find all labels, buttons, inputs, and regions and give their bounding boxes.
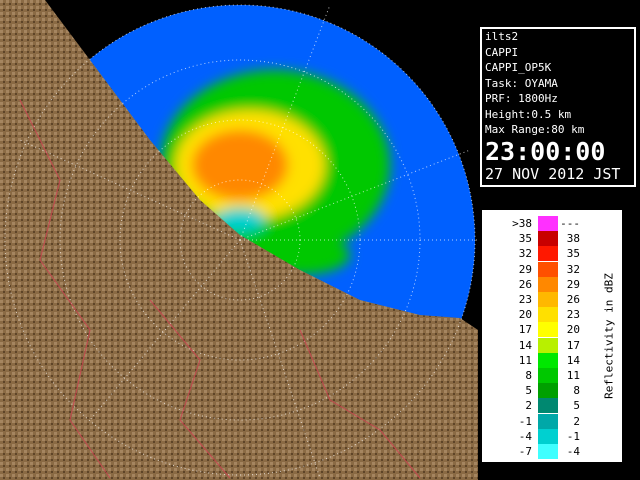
legend-row: 32 35 [482,246,582,262]
legend-row: 11 14 [482,352,582,368]
legend-high: 23 [566,308,580,322]
time: 23:00:00 [485,136,606,166]
legend-row: -1 2 [482,413,582,429]
legend-low: 20 [518,308,532,322]
legend-swatch [538,292,558,307]
boundaries [19,99,421,479]
legend-row: -4 -1 [482,428,582,444]
info-line: Height:0.5 km [485,107,572,121]
info-line: CAPPI_OP5K [485,61,552,74]
legend-low: >38 [512,217,532,230]
info-panel: ilts2 CAPPI CAPPI_OP5K Task: OYAMA PRF: 1800… [480,27,636,187]
legend-row: -7 -4 [482,444,582,459]
info-line: Max Range:80 km [485,123,585,136]
legend-high: 17 [566,338,580,352]
legend-high: 8 [573,384,580,398]
legend-low: 11 [518,353,532,367]
legend-swatch [538,216,558,231]
legend-high: 32 [566,262,580,276]
legend-swatch [538,352,558,368]
legend-low: 23 [518,293,532,306]
legend-swatch [538,322,558,338]
legend-low: 26 [518,277,532,291]
info-line: Task: OYAMA [485,76,558,90]
legend-swatch [538,368,558,383]
legend-swatch [538,246,558,262]
legend-swatch [538,413,558,429]
legend-row: 14 17 [482,337,582,353]
legend-swatch [538,428,558,444]
info-line: ilts2 [485,30,519,43]
legend-swatch [538,307,558,323]
legend-low: 17 [518,323,532,337]
date: 27 NOV 2012 JST [485,164,621,183]
legend-high: 11 [566,369,580,382]
legend-row: 8 11 [482,368,582,383]
legend-row: 35 38 [482,231,582,247]
legend-swatch [538,337,558,353]
legend-low: 35 [518,232,532,246]
legend-high: 20 [566,323,580,337]
legend-low: -7 [518,445,532,458]
legend-title: Reflectivity in dBZ [602,273,616,399]
legend-high: 2 [573,414,580,428]
legend-low: 14 [518,338,532,352]
legend-swatch [538,383,558,399]
legend-low: -4 [518,429,532,443]
legend-high: --- [560,217,580,230]
legend: Reflectivity in dBZ >38 --- 35 38 32 35 29 32 26 2… [482,210,622,462]
range-rings [4,4,478,479]
legend-swatch [538,231,558,247]
legend-low: 2 [525,399,532,413]
legend-row: 29 32 [482,261,582,277]
legend-low: -1 [518,414,532,428]
legend-low: 5 [525,384,532,398]
legend-high: 14 [566,353,580,367]
legend-low: 8 [525,369,532,382]
legend-row: 17 20 [482,322,582,338]
legend-high: 38 [566,232,580,246]
legend-high: -1 [566,429,580,443]
legend-swatch [538,261,558,277]
info-line: CAPPI [485,45,519,59]
legend-high: 5 [573,399,580,413]
legend-high: -4 [566,445,580,458]
legend-high: 35 [566,247,580,261]
legend-low: 29 [518,262,532,276]
legend-row: >38 --- [482,216,582,231]
legend-swatch [538,398,558,414]
legend-high: 29 [566,277,580,291]
radar-map [0,0,478,480]
legend-row: 23 26 [482,292,582,307]
legend-swatch [538,444,558,459]
legend-row: 20 23 [482,307,582,323]
echo [160,70,390,275]
legend-low: 32 [518,247,532,261]
legend-high: 26 [566,293,580,306]
legend-swatch [538,276,558,292]
info-line: PRF: 1800Hz [485,92,558,105]
legend-row: 26 29 [482,276,582,292]
